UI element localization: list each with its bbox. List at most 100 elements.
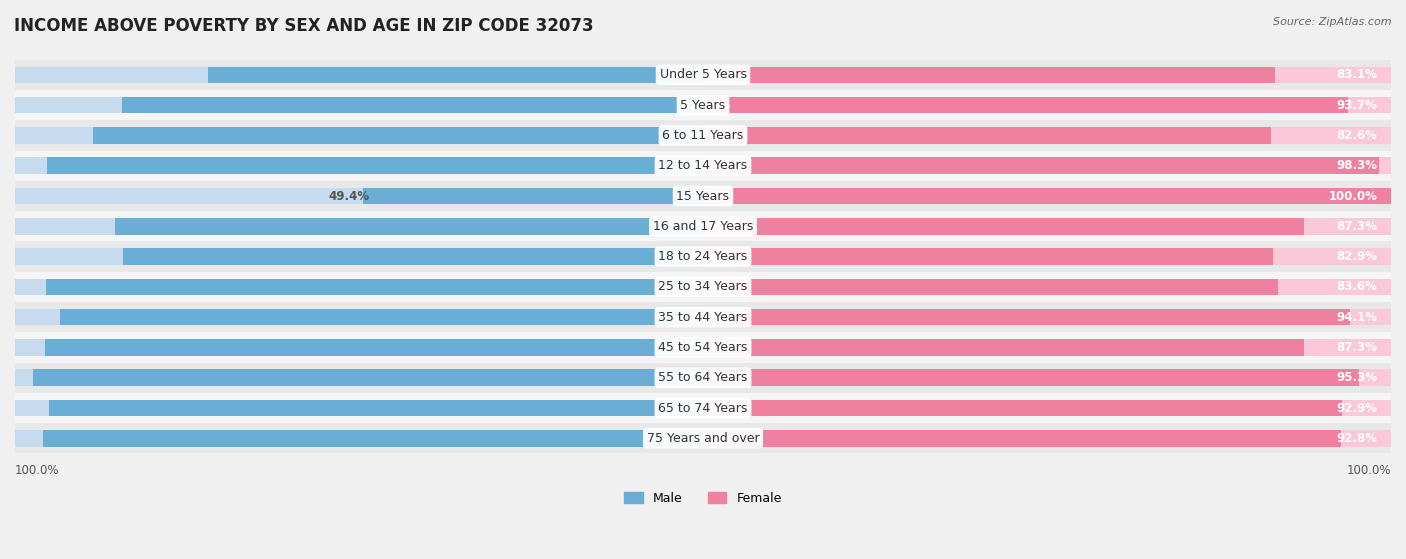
Bar — [703, 339, 1391, 356]
Text: 93.5%: 93.5% — [689, 311, 730, 324]
Bar — [32, 369, 703, 386]
Text: 49.4%: 49.4% — [329, 190, 370, 202]
Text: 95.7%: 95.7% — [689, 341, 730, 354]
Bar — [45, 339, 703, 356]
Text: 96.0%: 96.0% — [689, 432, 730, 445]
Bar — [703, 127, 1391, 144]
Bar — [703, 97, 1391, 113]
Bar — [15, 369, 703, 386]
Bar — [15, 430, 703, 447]
Bar — [15, 272, 1391, 302]
Bar — [15, 60, 1391, 90]
Text: 18 to 24 Years: 18 to 24 Years — [658, 250, 748, 263]
Bar — [703, 188, 1391, 205]
Text: 100.0%: 100.0% — [15, 464, 59, 477]
Bar — [703, 67, 1275, 83]
Bar — [15, 188, 703, 205]
Text: 87.3%: 87.3% — [1336, 220, 1378, 233]
Bar — [15, 67, 703, 83]
Bar — [15, 127, 703, 144]
Bar — [15, 393, 1391, 423]
Bar — [703, 97, 1348, 113]
Bar — [703, 430, 1341, 447]
Text: 95.4%: 95.4% — [689, 159, 730, 172]
Text: INCOME ABOVE POVERTY BY SEX AND AGE IN ZIP CODE 32073: INCOME ABOVE POVERTY BY SEX AND AGE IN Z… — [14, 17, 593, 35]
Bar — [122, 248, 703, 265]
Bar — [15, 150, 1391, 181]
Text: 97.4%: 97.4% — [689, 371, 730, 384]
Text: 75 Years and over: 75 Years and over — [647, 432, 759, 445]
Bar — [703, 309, 1350, 325]
Legend: Male, Female: Male, Female — [619, 487, 787, 510]
Text: 85.5%: 85.5% — [689, 220, 730, 233]
Text: Under 5 Years: Under 5 Years — [659, 68, 747, 82]
Bar — [703, 248, 1274, 265]
Bar — [122, 97, 703, 113]
Text: 72.0%: 72.0% — [689, 68, 730, 82]
Bar — [703, 278, 1391, 295]
Text: 84.3%: 84.3% — [689, 250, 730, 263]
Text: 15 Years: 15 Years — [676, 190, 730, 202]
Bar — [15, 97, 703, 113]
Text: 92.9%: 92.9% — [1336, 401, 1378, 415]
Bar — [703, 218, 1391, 235]
Bar — [703, 188, 1391, 205]
Bar — [115, 218, 703, 235]
Bar — [46, 158, 703, 174]
Text: 83.6%: 83.6% — [1336, 281, 1378, 293]
Text: 82.9%: 82.9% — [1336, 250, 1378, 263]
Bar — [15, 302, 1391, 332]
Text: 95.0%: 95.0% — [689, 401, 730, 415]
Text: 95.5%: 95.5% — [689, 281, 730, 293]
Bar — [703, 278, 1278, 295]
Bar — [703, 158, 1379, 174]
Text: 35 to 44 Years: 35 to 44 Years — [658, 311, 748, 324]
Bar — [15, 158, 703, 174]
Bar — [15, 400, 703, 416]
Text: 49.4%: 49.4% — [689, 190, 730, 202]
Bar — [703, 158, 1391, 174]
Bar — [703, 400, 1391, 416]
Text: 100.0%: 100.0% — [1347, 464, 1391, 477]
Text: 65 to 74 Years: 65 to 74 Years — [658, 401, 748, 415]
Bar — [15, 218, 703, 235]
Bar — [49, 400, 703, 416]
Text: 93.7%: 93.7% — [1336, 98, 1378, 112]
Text: 83.1%: 83.1% — [1336, 68, 1378, 82]
Bar — [703, 369, 1358, 386]
Text: 6 to 11 Years: 6 to 11 Years — [662, 129, 744, 142]
Bar — [15, 309, 703, 325]
Bar — [703, 339, 1303, 356]
Bar — [15, 278, 703, 295]
Bar — [15, 120, 1391, 150]
Bar — [208, 67, 703, 83]
Bar — [15, 332, 1391, 363]
Text: 55 to 64 Years: 55 to 64 Years — [658, 371, 748, 384]
Bar — [15, 248, 703, 265]
Bar — [363, 188, 703, 205]
Text: 88.6%: 88.6% — [689, 129, 730, 142]
Text: Source: ZipAtlas.com: Source: ZipAtlas.com — [1274, 17, 1392, 27]
Text: 45 to 54 Years: 45 to 54 Years — [658, 341, 748, 354]
Text: 82.6%: 82.6% — [1336, 129, 1378, 142]
Bar — [703, 218, 1303, 235]
Bar — [703, 127, 1271, 144]
Bar — [15, 241, 1391, 272]
Text: 98.3%: 98.3% — [1336, 159, 1378, 172]
Text: 87.3%: 87.3% — [1336, 341, 1378, 354]
Text: 94.1%: 94.1% — [1336, 311, 1378, 324]
Bar — [93, 127, 703, 144]
Bar — [59, 309, 703, 325]
Text: 5 Years: 5 Years — [681, 98, 725, 112]
Text: 12 to 14 Years: 12 to 14 Years — [658, 159, 748, 172]
Bar — [703, 67, 1391, 83]
Text: 95.3%: 95.3% — [1336, 371, 1378, 384]
Text: 84.4%: 84.4% — [689, 98, 730, 112]
Bar — [703, 309, 1391, 325]
Text: 100.0%: 100.0% — [1329, 190, 1378, 202]
Bar — [15, 339, 703, 356]
Bar — [703, 248, 1391, 265]
Bar — [703, 430, 1391, 447]
Bar — [703, 400, 1343, 416]
Bar — [15, 211, 1391, 241]
